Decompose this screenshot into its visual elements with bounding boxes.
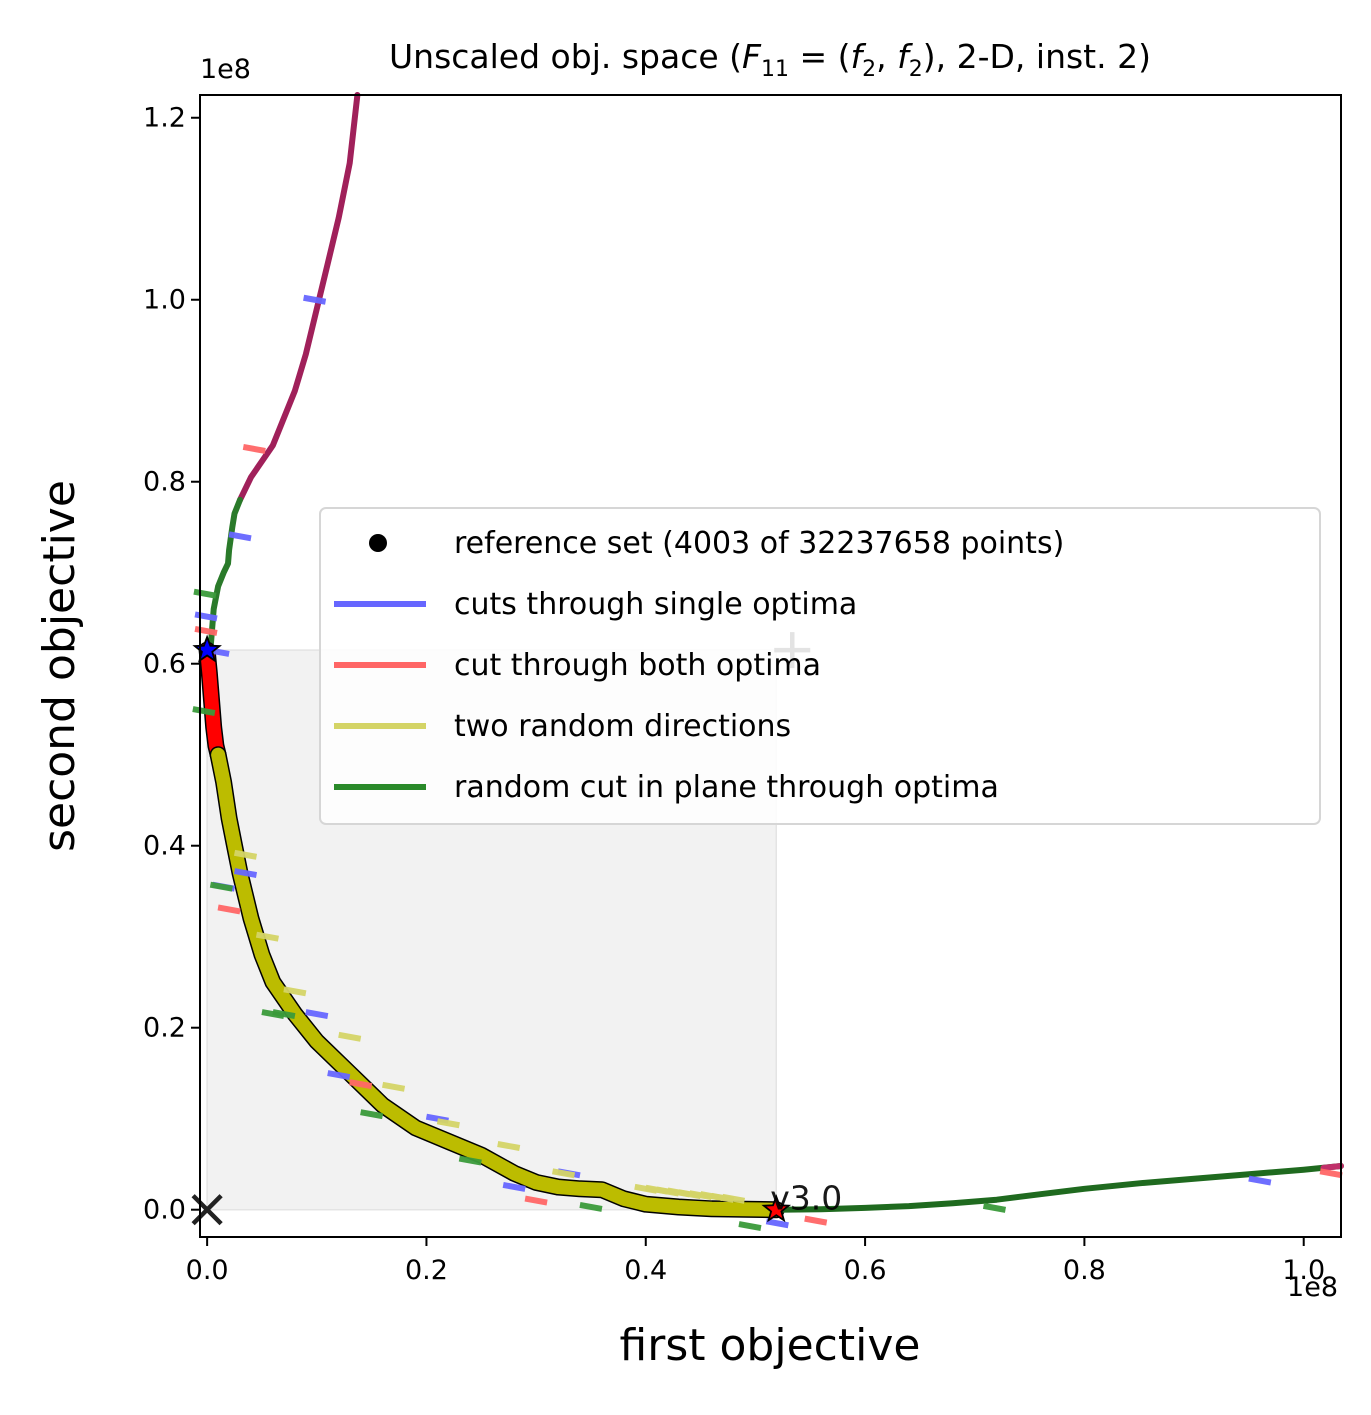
cut-tick-2-2 xyxy=(283,986,307,997)
x-offset-label: 1e8 xyxy=(1287,1272,1338,1303)
x-tick-label-3: 0.6 xyxy=(844,1255,887,1286)
ideal-point-marker xyxy=(191,1194,223,1226)
cut-tick-2-16 xyxy=(721,1193,746,1204)
y-tick-label-6: 1.2 xyxy=(143,103,186,134)
x-tick-label-2: 0.4 xyxy=(624,1255,667,1286)
cut-tick-2-3 xyxy=(338,1031,362,1042)
cut-tick-3-1 xyxy=(192,706,216,716)
series-line-4 xyxy=(773,1163,1344,1213)
y-tick-label-0: 0.0 xyxy=(143,1195,186,1226)
legend-marker-0 xyxy=(369,534,387,552)
cut-tick-3-6 xyxy=(458,1155,482,1166)
cut-tick-1-0 xyxy=(242,444,266,454)
cut-tick-1-3 xyxy=(349,1079,373,1090)
x-tick-label-0: 0.0 xyxy=(186,1255,229,1286)
chart-title: Unscaled obj. space (F11 = (f2, f2), 2-D… xyxy=(389,37,1151,82)
legend-label-2: cut through both optima xyxy=(454,648,821,683)
optimum-f1-star xyxy=(192,634,222,663)
cut-tick-1-2 xyxy=(217,904,241,915)
cut-tick-1-4 xyxy=(524,1195,548,1206)
legend-label-3: two random directions xyxy=(454,709,791,744)
series-line-3 xyxy=(211,747,784,1217)
axes-layer: 0.0 0.2 0.4 0.6 0.8 1.0 0.0 0.2 0.4 0.6 0.8 1.0 1.2 xyxy=(143,94,1342,1286)
y-tick-label-1: 0.2 xyxy=(143,1013,186,1044)
cut-tick-0-11 xyxy=(765,1218,789,1229)
cut-tick-3-0 xyxy=(193,588,217,599)
cut-tick-3-2 xyxy=(209,881,233,892)
y-offset-label: 1e8 xyxy=(200,54,251,85)
cut-tick-2-6 xyxy=(497,1141,521,1151)
cut-tick-2-7 xyxy=(551,1168,576,1179)
cut-tick-0-9 xyxy=(502,1182,526,1192)
cut-tick-1-1 xyxy=(194,626,218,636)
cut-tick-2-5 xyxy=(436,1118,460,1129)
cut-tick-0-6 xyxy=(305,1009,329,1020)
x-tick-label-1: 0.2 xyxy=(405,1255,448,1286)
x-tick-label-5: 1.0 xyxy=(1282,1255,1325,1286)
cut-tick-0-7 xyxy=(327,1070,351,1080)
series-line-5 xyxy=(1320,1163,1344,1171)
y-axis-label: second objective xyxy=(34,480,85,852)
cut-tick-1-5 xyxy=(804,1215,828,1226)
cut-tick-0-12 xyxy=(1248,1175,1272,1186)
legend-box xyxy=(319,507,1321,825)
cut-tick-3-4 xyxy=(272,1009,296,1020)
cut-tick-0-1 xyxy=(228,531,252,542)
optimum-f2-star xyxy=(761,1194,792,1223)
series-line-0 xyxy=(237,92,361,503)
legend: reference set (4003 of 32237658 points) c… xyxy=(319,507,1321,825)
series-layer xyxy=(198,92,1344,1219)
series-line-1 xyxy=(207,496,243,654)
cut-tick-2-1 xyxy=(255,931,279,942)
x-tick-label-4: 0.8 xyxy=(1063,1255,1106,1286)
cut-tick-3-7 xyxy=(579,1202,603,1212)
cut-tick-0-4 xyxy=(233,868,258,878)
y-tick-label-3: 0.6 xyxy=(143,649,186,680)
y-tick-label-5: 1.0 xyxy=(143,285,186,316)
cut-tick-1-6 xyxy=(1319,1168,1343,1179)
plot-frame xyxy=(199,94,1342,1238)
cut-tick-0-0 xyxy=(303,294,327,305)
cut-tick-3-5 xyxy=(360,1109,384,1120)
cut-tick-3-9 xyxy=(982,1202,1007,1213)
legend-label-4: random cut in plane through optima xyxy=(454,770,999,805)
cut-tick-3-8 xyxy=(738,1221,762,1232)
y-tick-label-4: 0.8 xyxy=(143,467,186,498)
tick-marks-layer xyxy=(192,294,1343,1232)
cut-tick-2-0 xyxy=(233,849,258,860)
legend-label-1: cuts through single optima xyxy=(454,587,857,622)
cut-tick-0-2 xyxy=(194,611,218,622)
legend-label-0: reference set (4003 of 32237658 points) xyxy=(454,526,1064,561)
cut-tick-2-4 xyxy=(382,1081,406,1092)
y-tick-label-2: 0.4 xyxy=(143,831,186,862)
x-axis-label: first objective xyxy=(620,1320,921,1371)
version-label: v3.0 xyxy=(770,1179,842,1218)
special-points-layer: v3.0 xyxy=(191,632,842,1226)
